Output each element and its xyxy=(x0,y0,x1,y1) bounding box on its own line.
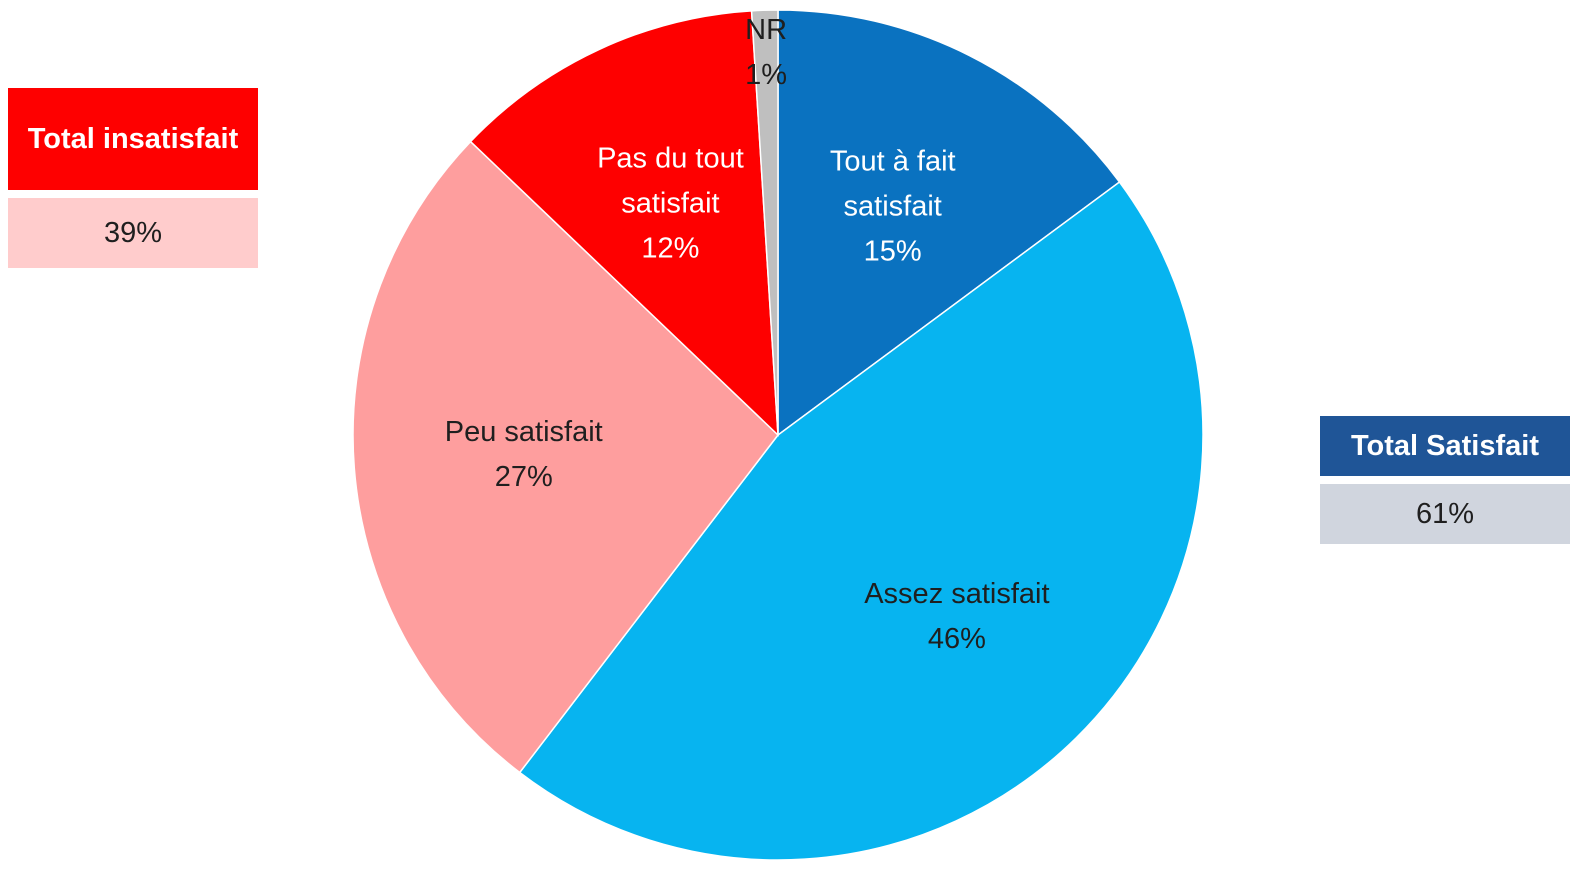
total-box: Total insatisfait 39% xyxy=(8,88,258,268)
slice-value: 12% xyxy=(641,232,700,265)
slice-category: Assez satisfait xyxy=(864,577,1050,610)
total-value-box: 61% xyxy=(1320,484,1570,544)
slice-category: Peu satisfait xyxy=(444,415,603,448)
pie-slice xyxy=(469,10,779,437)
pie-slice xyxy=(750,9,779,436)
slice-label: Peu satisfait 27% xyxy=(445,410,603,500)
slice-value: 46% xyxy=(927,622,986,655)
total-header: Total insatisfait xyxy=(8,88,258,190)
slice-label: Assez satisfait 46% xyxy=(864,572,1049,662)
total-header: Total Satisfait xyxy=(1320,416,1570,476)
total-label: Total Satisfait xyxy=(1351,430,1539,462)
slice-category: NR xyxy=(745,13,788,46)
pie-slice xyxy=(518,180,1204,861)
slice-value: 15% xyxy=(863,235,922,268)
slice-category: Tout à fait satisfait xyxy=(829,145,956,223)
total-label: Total insatisfait xyxy=(27,123,239,155)
slice-category: Pas du tout satisfait xyxy=(597,142,744,220)
slice-label: Tout à fait satisfait 15% xyxy=(785,140,1000,275)
total-box: Total Satisfait 61% xyxy=(1320,416,1570,544)
slice-label: Pas du tout satisfait 12% xyxy=(563,136,778,271)
total-value-box: 39% xyxy=(8,198,258,268)
slice-value: 27% xyxy=(494,460,553,493)
pie-slice xyxy=(352,140,780,774)
slice-value: 1% xyxy=(745,58,788,91)
pie-slice xyxy=(777,9,1121,437)
total-value: 61% xyxy=(1415,497,1475,530)
slice-label: NR 1% xyxy=(745,8,787,98)
total-value: 39% xyxy=(103,216,163,249)
